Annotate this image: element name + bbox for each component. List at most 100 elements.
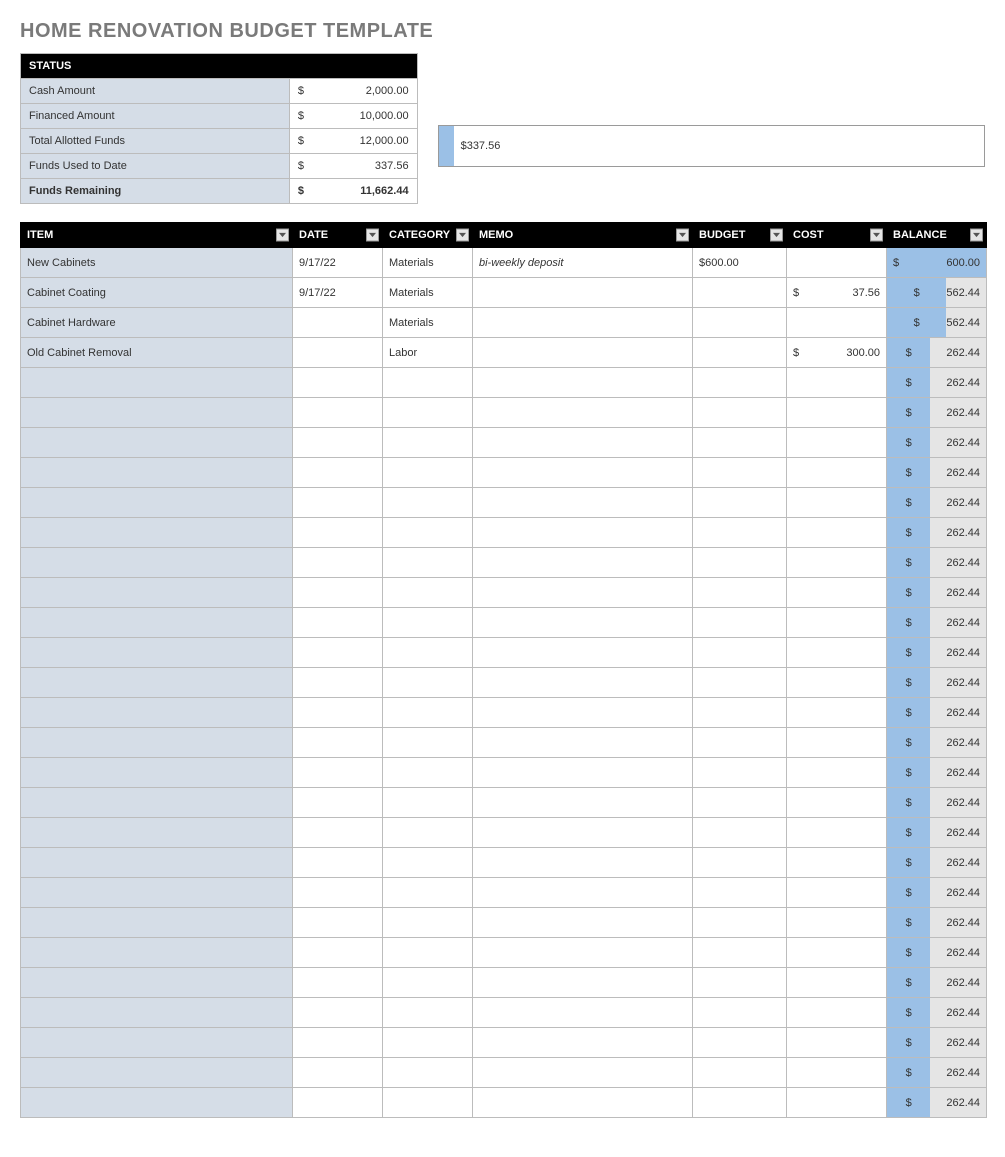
cell-cost[interactable] bbox=[787, 638, 887, 668]
cell-item[interactable]: Old Cabinet Removal bbox=[21, 338, 293, 368]
cell-date[interactable] bbox=[293, 638, 383, 668]
cell-item[interactable] bbox=[21, 488, 293, 518]
cell-category[interactable]: Materials bbox=[383, 278, 473, 308]
cell-budget[interactable] bbox=[693, 338, 787, 368]
status-value[interactable]: $12,000.00 bbox=[289, 129, 417, 154]
cell-date[interactable] bbox=[293, 488, 383, 518]
cell-date[interactable] bbox=[293, 608, 383, 638]
cell-item[interactable] bbox=[21, 518, 293, 548]
status-label[interactable]: Funds Used to Date bbox=[21, 154, 290, 179]
cell-memo[interactable] bbox=[473, 338, 693, 368]
cell-cost[interactable]: $37.56 bbox=[787, 278, 887, 308]
cell-item[interactable] bbox=[21, 548, 293, 578]
cell-cost[interactable] bbox=[787, 578, 887, 608]
cell-memo[interactable] bbox=[473, 848, 693, 878]
cell-memo[interactable] bbox=[473, 458, 693, 488]
cell-date[interactable]: 9/17/22 bbox=[293, 278, 383, 308]
cell-memo[interactable] bbox=[473, 1028, 693, 1058]
cell-cost[interactable] bbox=[787, 398, 887, 428]
cell-date[interactable] bbox=[293, 758, 383, 788]
cell-category[interactable] bbox=[383, 758, 473, 788]
cell-date[interactable] bbox=[293, 818, 383, 848]
cell-category[interactable] bbox=[383, 788, 473, 818]
cell-memo[interactable] bbox=[473, 278, 693, 308]
filter-dropdown-icon[interactable] bbox=[970, 229, 983, 242]
cell-budget[interactable] bbox=[693, 278, 787, 308]
cell-budget[interactable] bbox=[693, 938, 787, 968]
cell-memo[interactable] bbox=[473, 1058, 693, 1088]
cell-cost[interactable] bbox=[787, 908, 887, 938]
cell-memo[interactable] bbox=[473, 548, 693, 578]
cell-date[interactable] bbox=[293, 908, 383, 938]
cell-item[interactable] bbox=[21, 728, 293, 758]
cell-item[interactable] bbox=[21, 608, 293, 638]
status-label[interactable]: Financed Amount bbox=[21, 104, 290, 129]
cell-cost[interactable] bbox=[787, 458, 887, 488]
cell-item[interactable]: Cabinet Hardware bbox=[21, 308, 293, 338]
status-label[interactable]: Cash Amount bbox=[21, 79, 290, 104]
cell-cost[interactable] bbox=[787, 608, 887, 638]
filter-dropdown-icon[interactable] bbox=[770, 229, 783, 242]
cell-item[interactable] bbox=[21, 698, 293, 728]
cell-date[interactable] bbox=[293, 1058, 383, 1088]
cell-budget[interactable] bbox=[693, 728, 787, 758]
cell-cost[interactable] bbox=[787, 668, 887, 698]
cell-item[interactable] bbox=[21, 368, 293, 398]
cell-memo[interactable] bbox=[473, 308, 693, 338]
cell-budget[interactable] bbox=[693, 668, 787, 698]
status-value[interactable]: $2,000.00 bbox=[289, 79, 417, 104]
cell-item[interactable] bbox=[21, 668, 293, 698]
cell-date[interactable]: 9/17/22 bbox=[293, 248, 383, 278]
filter-dropdown-icon[interactable] bbox=[366, 229, 379, 242]
cell-memo[interactable] bbox=[473, 518, 693, 548]
cell-category[interactable] bbox=[383, 908, 473, 938]
cell-item[interactable] bbox=[21, 1058, 293, 1088]
cell-budget[interactable] bbox=[693, 308, 787, 338]
cell-memo[interactable] bbox=[473, 488, 693, 518]
cell-date[interactable] bbox=[293, 1088, 383, 1118]
cell-cost[interactable] bbox=[787, 518, 887, 548]
cell-date[interactable] bbox=[293, 848, 383, 878]
cell-item[interactable] bbox=[21, 758, 293, 788]
cell-category[interactable] bbox=[383, 578, 473, 608]
cell-date[interactable] bbox=[293, 668, 383, 698]
cell-date[interactable] bbox=[293, 938, 383, 968]
cell-budget[interactable] bbox=[693, 968, 787, 998]
cell-item[interactable] bbox=[21, 848, 293, 878]
cell-cost[interactable]: $300.00 bbox=[787, 338, 887, 368]
cell-budget[interactable]: $600.00 bbox=[693, 248, 787, 278]
cell-budget[interactable] bbox=[693, 458, 787, 488]
cell-cost[interactable] bbox=[787, 488, 887, 518]
cell-category[interactable] bbox=[383, 1028, 473, 1058]
cell-category[interactable] bbox=[383, 1088, 473, 1118]
cell-memo[interactable] bbox=[473, 368, 693, 398]
cell-budget[interactable] bbox=[693, 788, 787, 818]
cell-budget[interactable] bbox=[693, 698, 787, 728]
filter-dropdown-icon[interactable] bbox=[276, 229, 289, 242]
cell-item[interactable]: Cabinet Coating bbox=[21, 278, 293, 308]
cell-category[interactable] bbox=[383, 998, 473, 1028]
cell-date[interactable] bbox=[293, 518, 383, 548]
cell-budget[interactable] bbox=[693, 428, 787, 458]
cell-budget[interactable] bbox=[693, 758, 787, 788]
cell-category[interactable] bbox=[383, 938, 473, 968]
cell-category[interactable] bbox=[383, 368, 473, 398]
cell-category[interactable] bbox=[383, 488, 473, 518]
cell-budget[interactable] bbox=[693, 518, 787, 548]
cell-budget[interactable] bbox=[693, 398, 787, 428]
status-value[interactable]: $337.56 bbox=[289, 154, 417, 179]
cell-category[interactable] bbox=[383, 608, 473, 638]
cell-cost[interactable] bbox=[787, 788, 887, 818]
filter-dropdown-icon[interactable] bbox=[870, 229, 883, 242]
cell-budget[interactable] bbox=[693, 1058, 787, 1088]
cell-item[interactable]: New Cabinets bbox=[21, 248, 293, 278]
cell-date[interactable] bbox=[293, 338, 383, 368]
cell-category[interactable]: Materials bbox=[383, 308, 473, 338]
cell-memo[interactable]: bi-weekly deposit bbox=[473, 248, 693, 278]
cell-date[interactable] bbox=[293, 398, 383, 428]
cell-memo[interactable] bbox=[473, 608, 693, 638]
cell-date[interactable] bbox=[293, 548, 383, 578]
cell-date[interactable] bbox=[293, 968, 383, 998]
cell-item[interactable] bbox=[21, 788, 293, 818]
cell-cost[interactable] bbox=[787, 758, 887, 788]
